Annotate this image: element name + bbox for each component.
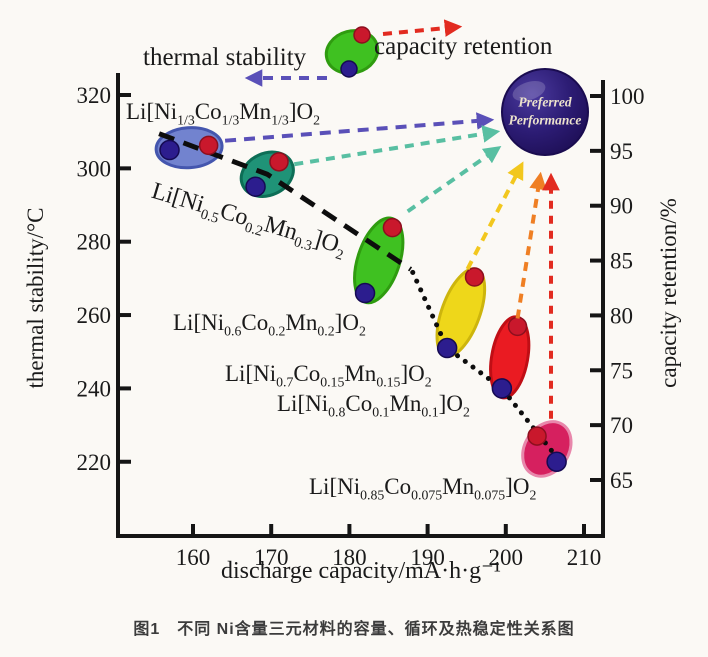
retention-dot-1 xyxy=(269,152,289,172)
left-axis-tick-label: 240 xyxy=(77,376,112,401)
formula-label-ni07: Li[Ni0.7Co0.15Mn0.15]O2 xyxy=(225,361,432,390)
right-axis-tick-label: 95 xyxy=(610,139,633,164)
formula-label-ni06: Li[Ni0.6Co0.2Mn0.2]O2 xyxy=(173,310,366,339)
legend-retention-arrow xyxy=(382,19,463,37)
improvement-arrow-3 xyxy=(465,161,524,270)
legend-retention-dot xyxy=(353,26,371,44)
preferred-node-highlight xyxy=(512,80,546,102)
thermal-dot-1 xyxy=(245,176,266,197)
right-axis-tick-label: 65 xyxy=(610,468,633,493)
retention-dot-3 xyxy=(464,267,485,287)
left-axis-tick-label: 300 xyxy=(77,156,112,181)
right-axis-tick-label: 100 xyxy=(610,84,645,109)
thermal-dot-4 xyxy=(491,378,513,399)
improvement-arrow-0 xyxy=(224,112,495,143)
x-axis-tick-label: 210 xyxy=(567,545,602,570)
thermal-dot-5 xyxy=(546,451,567,472)
retention-dot-2 xyxy=(382,217,403,238)
thermal-dot-3 xyxy=(436,337,458,359)
x-axis-tick-label: 160 xyxy=(176,545,211,570)
retention-dot-4 xyxy=(507,316,528,337)
trend-dashed-line xyxy=(158,131,413,272)
right-axis-title: capacity retention/% xyxy=(656,198,681,388)
x-axis-tick-label: 170 xyxy=(254,545,289,570)
x-axis-tick-label: 200 xyxy=(489,545,524,570)
legend-thermal-stability-label: thermal stability xyxy=(143,44,307,71)
right-axis-tick-label: 75 xyxy=(610,358,633,383)
improvement-arrow-4 xyxy=(515,171,547,319)
preferred-performance-label: Preferred Performance xyxy=(490,93,600,128)
legend-thermal-dot xyxy=(340,60,358,78)
left-axis-title: thermal stability/°C xyxy=(23,207,48,389)
preferred-performance-node xyxy=(501,68,589,156)
improvement-arrow-1 xyxy=(293,125,501,167)
right-axis-tick-label: 85 xyxy=(610,249,633,274)
right-axis-tick-label: 70 xyxy=(610,413,633,438)
thermal-dot-0 xyxy=(159,139,180,161)
retention-dot-0 xyxy=(198,135,219,156)
formula-label-ni085: Li[Ni0.85Co0.075Mn0.075]O2 xyxy=(309,474,537,503)
x-axis-title: discharge capacity/mA·h·g⁻¹ xyxy=(221,558,501,584)
figure-caption: 图1 不同 Ni含量三元材料的容量、循环及热稳定性关系图 xyxy=(133,621,575,638)
x-axis-tick-label: 190 xyxy=(410,545,445,570)
x-axis-tick-label: 180 xyxy=(332,545,367,570)
formula-label-ni08: Li[Ni0.8Co0.1Mn0.1]O2 xyxy=(277,391,470,420)
preferred-performance-line1: Preferred xyxy=(518,94,572,110)
left-axis-tick-label: 220 xyxy=(77,450,112,475)
formula-label-ni13: Li[Ni1/3Co1/3Mn1/3]O2 xyxy=(126,99,321,128)
right-axis-tick-label: 90 xyxy=(610,194,633,219)
right-axis-tick-label: 80 xyxy=(610,303,633,328)
improvement-arrow-2 xyxy=(406,145,502,213)
left-axis-tick-label: 280 xyxy=(77,230,112,255)
retention-dot-5 xyxy=(527,426,547,446)
preferred-performance-line2: Performance xyxy=(508,112,582,127)
axis-frame xyxy=(116,73,605,538)
thermal-dot-2 xyxy=(354,282,376,304)
left-axis-tick-label: 320 xyxy=(77,83,112,108)
legend-capacity-retention-label: capacity retention xyxy=(374,33,553,60)
left-axis-tick-label: 260 xyxy=(77,303,112,328)
